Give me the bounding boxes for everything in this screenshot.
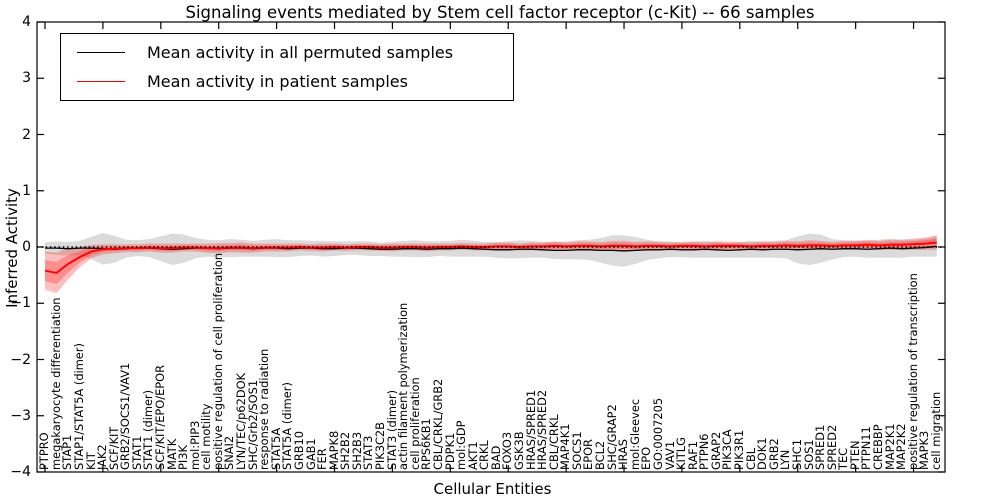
legend: Mean activity in all permuted samples Me… [60, 33, 514, 101]
legend-label: Mean activity in all permuted samples [147, 43, 454, 62]
legend-entry-permuted: Mean activity in all permuted samples [61, 38, 513, 67]
x-tick-label: STAP1/STAT5A (dimer) [71, 343, 86, 470]
chart-title: Signaling events mediated by Stem cell f… [185, 3, 815, 22]
legend-label: Mean activity in patient samples [147, 72, 408, 91]
y-tick-label: −4 [10, 464, 31, 480]
legend-entry-patient: Mean activity in patient samples [61, 67, 513, 96]
patient-mean-line [44, 241, 937, 274]
x-tick-label: cell migration [928, 391, 943, 470]
y-tick-label: 0 [22, 239, 31, 255]
x-axis-label: Cellular Entities [433, 480, 552, 498]
y-tick-label: 1 [22, 182, 31, 199]
y-tick-label: −1 [10, 295, 31, 312]
y-tick-label: 2 [22, 126, 31, 143]
patient-line-swatch [77, 81, 125, 82]
y-tick-label: −2 [10, 351, 31, 368]
permuted-line-swatch [77, 52, 125, 53]
y-tick-label: 3 [22, 70, 31, 87]
y-tick-label: −3 [10, 407, 31, 424]
y-tick-label: 4 [22, 14, 31, 30]
